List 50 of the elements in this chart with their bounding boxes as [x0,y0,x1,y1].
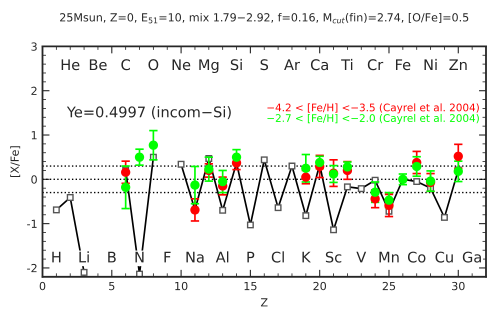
annotation: Ar [284,59,300,70]
x-axis-title: Z [260,298,268,306]
annotation: Cl [272,251,284,263]
annotation: Cr [368,59,384,70]
annotation: Ti [341,58,352,70]
annotation: Mg [199,59,218,74]
x-tick-label: 10 [175,282,188,290]
annotation: Ye=0.4997 (incom−Si) [66,106,231,120]
annotation: Ca [310,59,328,70]
y-tick-label: 3 [31,42,37,51]
annotation: B [108,252,116,262]
text: −2.7 < [Fe/H] <−2.0 (Cayrel et al. 2004) [267,114,479,124]
annotation: H [52,252,60,262]
annotation: Mn [380,252,399,262]
annotation: Be [90,59,107,70]
annotation: Na [186,252,204,263]
y-tick-label: 0 [31,175,37,184]
annotation: S [260,59,268,70]
annotation: Li [79,251,89,262]
y-tick-label: 1 [32,131,37,140]
y-tick-label: -1 [27,220,37,228]
x-tick-label: 20 [313,282,326,290]
annotation: Ne [172,59,190,70]
text: −4.2 < [Fe/H] <−3.5 (Cayrel et al. 2004) [267,103,479,114]
annotation: Zn [449,59,467,70]
annotation: K [302,252,311,262]
annotation: F [164,252,171,262]
annotation: Cu [436,252,453,263]
annotation: P [247,252,254,262]
annotation: Co [408,252,426,263]
annotation: Si [230,58,242,70]
x-tick-label: 15 [244,282,256,290]
annotation: N [135,252,144,262]
x-tick-label: 25 [382,282,396,290]
annotation: Ga [462,252,481,263]
annotation: V [356,252,366,262]
x-tick-label: 0 [40,282,46,290]
y-axis-title: [X/Fe] [10,146,20,177]
annotation: Al [216,251,228,262]
annotation: He [62,59,80,70]
annotation: C [121,59,130,70]
y-tick-label: 2 [31,86,37,95]
annotation: Ni [424,58,437,70]
annotation: O [148,59,158,70]
x-tick-label: 30 [452,282,465,290]
x-tick-label: 5 [109,282,114,290]
chart-title: 25Msun, Z=0, E$_{51}$=10, mix 1.79−2.92, f=0.16, M$_{cut}$(fin)=2.74, [O/Fe]=0.5 [60,12,468,24]
annotation: Sc [326,252,342,263]
annotation: Fe [396,59,410,70]
y-tick-label: -2 [27,264,37,272]
